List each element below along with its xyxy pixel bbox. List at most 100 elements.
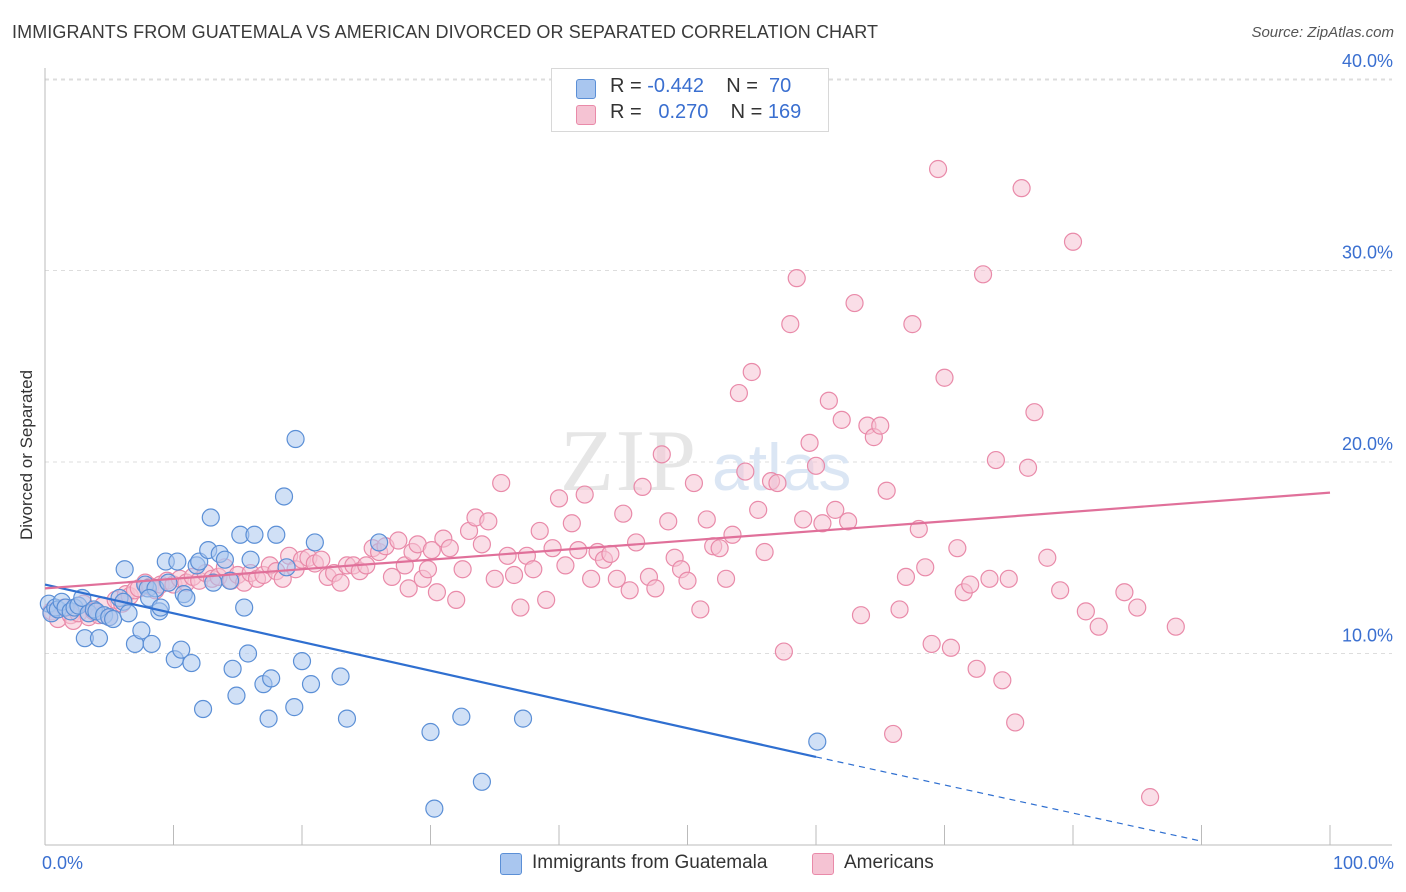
americans-point — [806, 456, 826, 475]
americans-point — [633, 477, 652, 496]
americans-point — [787, 269, 806, 288]
americans-point — [839, 512, 858, 531]
americans-trend-line — [44, 491, 1331, 590]
americans-point — [684, 473, 704, 493]
americans-point — [582, 569, 601, 588]
americans-point — [524, 560, 543, 579]
americans-point — [999, 569, 1018, 588]
guatemala-point — [285, 698, 304, 717]
americans-point — [511, 598, 530, 617]
bottom-legend-label-blue: Immigrants from Guatemala — [532, 852, 768, 873]
americans-point — [626, 533, 646, 552]
americans-point — [601, 544, 620, 564]
americans-point — [498, 546, 517, 565]
americans-point — [1025, 403, 1044, 422]
americans-point — [678, 571, 697, 590]
bottom-legend-swatch-blue — [500, 853, 522, 875]
americans-point — [928, 159, 948, 179]
guatemala-point — [201, 508, 220, 527]
americans-point — [418, 560, 438, 579]
guatemala-point — [331, 667, 350, 686]
legend-r-label: R = — [610, 75, 648, 97]
legend-swatch-blue — [576, 79, 596, 99]
americans-point — [472, 535, 491, 554]
guatemala-point — [259, 709, 278, 728]
americans-point — [697, 510, 716, 529]
legend-r-value-blue: -0.442 — [647, 75, 704, 97]
americans-point — [819, 391, 838, 410]
americans-point — [916, 558, 935, 577]
americans-point — [1166, 617, 1185, 636]
americans-point — [1089, 617, 1108, 636]
guatemala-points — [39, 429, 827, 818]
guatemala-point — [301, 675, 321, 694]
americans-point — [768, 473, 787, 493]
guatemala-point — [421, 722, 440, 742]
guatemala-point — [159, 573, 178, 592]
guatemala-point — [808, 732, 827, 751]
guatemala-trend-line — [44, 583, 817, 758]
americans-point — [742, 362, 761, 382]
guatemala-point — [235, 598, 254, 617]
americans-point — [890, 600, 909, 619]
bottom-legend-label-pink: Americans — [844, 852, 934, 873]
guatemala-point — [227, 686, 246, 705]
legend-n-value-pink: 169 — [767, 101, 802, 123]
guatemala-point — [337, 709, 357, 728]
americans-point — [399, 579, 418, 598]
americans-point — [549, 489, 569, 508]
americans-point — [980, 569, 999, 588]
guatemala-point — [132, 621, 151, 640]
guatemala-point — [286, 429, 305, 449]
americans-point — [485, 569, 504, 588]
americans-point — [845, 293, 864, 313]
americans-point — [453, 560, 472, 579]
guatemala-point — [220, 571, 240, 590]
americans-point — [646, 579, 665, 598]
americans-point — [1063, 232, 1083, 251]
americans-point — [922, 634, 941, 654]
americans-point — [877, 481, 896, 500]
guatemala-point — [274, 487, 294, 506]
y-tick-label: 10.0% — [1342, 626, 1393, 646]
legend-swatch-pink — [576, 105, 596, 125]
watermark: ZIP atlas — [560, 413, 851, 510]
americans-point — [1076, 602, 1095, 621]
y-tick-label: 30.0% — [1342, 243, 1393, 263]
americans-point — [723, 525, 742, 544]
americans-point — [903, 315, 922, 334]
guatemala-point — [305, 533, 324, 552]
americans-point — [883, 724, 903, 744]
americans-point — [562, 514, 581, 533]
americans-point — [935, 368, 954, 387]
guatemala-point — [452, 707, 471, 726]
americans-point — [447, 590, 466, 609]
guatemala-point — [277, 558, 296, 577]
legend-n-label: N = — [726, 75, 764, 97]
guatemala-point — [168, 552, 187, 571]
americans-point — [781, 315, 800, 334]
chart-title: IMMIGRANTS FROM GUATEMALA VS AMERICAN DI… — [12, 22, 879, 42]
americans-point — [832, 410, 851, 429]
americans-point — [389, 531, 408, 550]
legend-r-label: R = — [610, 101, 648, 123]
americans-point — [575, 485, 594, 504]
y-tick-labels: 10.0% 20.0% 30.0% 40.0% — [1342, 51, 1393, 646]
americans-point — [826, 500, 845, 519]
americans-point — [800, 433, 819, 452]
americans-point — [961, 575, 980, 594]
guatemala-point — [182, 653, 201, 673]
guatemala-point — [267, 525, 286, 544]
americans-point — [614, 504, 633, 523]
axes — [44, 68, 1392, 846]
americans-point — [1140, 788, 1160, 807]
x-tick-label-left: 0.0% — [42, 853, 83, 873]
x-ticks — [44, 825, 1331, 845]
americans-point — [729, 383, 749, 403]
americans-point — [755, 542, 774, 562]
guatemala-point — [292, 652, 312, 671]
guatemala-point — [177, 588, 196, 608]
americans-point — [382, 567, 402, 587]
americans-point — [851, 606, 871, 625]
